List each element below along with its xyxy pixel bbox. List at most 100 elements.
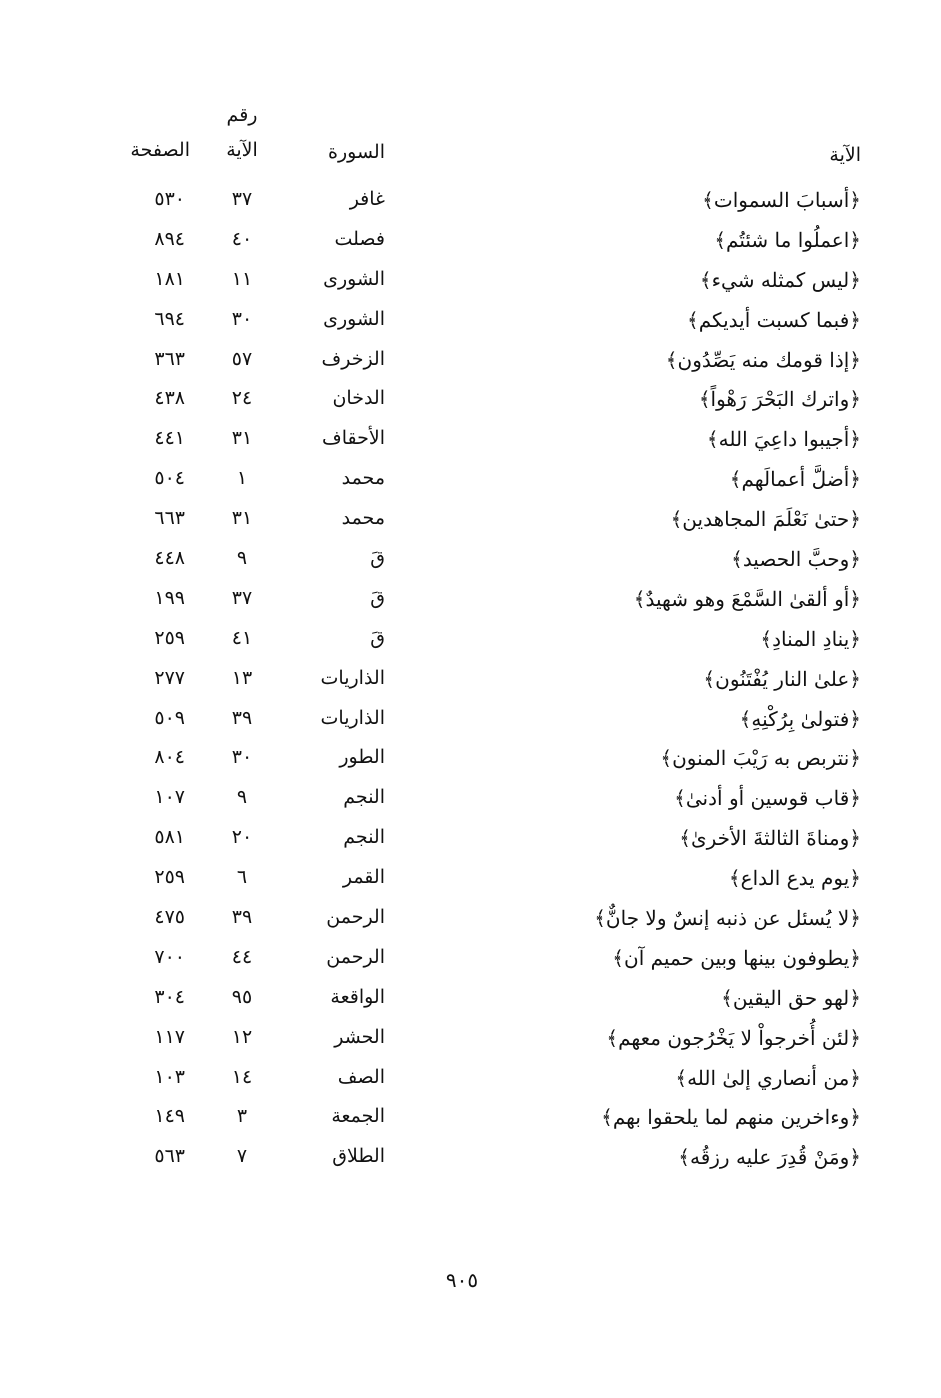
ayah-number-cell: ٢٠ <box>231 826 253 849</box>
page-cell: ٤٤٨ <box>154 547 185 570</box>
page-number: ٩٠٥ <box>445 1268 479 1292</box>
verse-cell: ﴿أو ألقىٰ السَّمْعَ وهو شهيدٌ﴾ <box>633 586 861 611</box>
header-surah: السورة <box>328 141 385 163</box>
surah-cell: النجم <box>343 786 385 809</box>
page-cell: ٥٠٤ <box>154 467 185 490</box>
verse-cell: ﴿أسبابَ السموات﴾ <box>702 188 861 212</box>
surah-cell: قَ <box>370 586 385 609</box>
table-row: ﴿واترك البَحْرَ رَهْواً﴾ الدخان ٢٤ ٤٣٨ <box>0 387 941 427</box>
ayah-number-cell: ٢٤ <box>231 387 253 410</box>
header-ayah-number-line2: الآية <box>226 139 258 161</box>
surah-cell: الجمعة <box>331 1105 385 1128</box>
table-row: ﴿علىٰ النار يُفْتَنُون﴾ الذاريات ١٣ ٢٧٧ <box>0 667 941 707</box>
ayah-number-cell: ٩٥ <box>231 985 253 1008</box>
surah-cell: الأحقاف <box>322 427 385 450</box>
ayah-number-cell: ١٢ <box>231 1025 253 1048</box>
table-row: ﴿أسبابَ السموات﴾ غافر ٣٧ ٥٣٠ <box>0 188 941 228</box>
page-cell: ٣٠٤ <box>154 985 185 1008</box>
page-cell: ٦٩٤ <box>154 307 185 330</box>
table-row: ﴿أجيبوا داعِيَ الله﴾ الأحقاف ٣١ ٤٤١ <box>0 427 941 467</box>
surah-cell: الصف <box>337 1065 385 1088</box>
ayah-number-cell: ١١ <box>231 267 253 290</box>
surah-cell: قَ <box>370 547 385 570</box>
surah-cell: الواقعة <box>330 985 385 1008</box>
page-cell: ١١٧ <box>154 1025 185 1048</box>
page-cell: ٤٤١ <box>154 427 185 450</box>
ayah-number-cell: ٣١ <box>231 427 253 450</box>
ayah-number-cell: ٤١ <box>231 626 253 649</box>
table-row: ﴿نتربص به رَيْبَ المنون﴾ الطور ٣٠ ٨٠٤ <box>0 746 941 786</box>
ayah-number-cell: ٦ <box>236 866 248 889</box>
verse-cell: ﴿وحبَّ الحصيد﴾ <box>731 547 861 572</box>
ayah-number-cell: ٩ <box>236 547 248 570</box>
page-cell: ١٩٩ <box>154 586 185 609</box>
page-cell: ١٠٣ <box>154 1065 185 1088</box>
verse-cell: ﴿يوم يدع الداع﴾ <box>728 866 861 891</box>
verse-cell: ﴿لئن أُخرجواْ لا يَخْرُجون معهم﴾ <box>606 1025 861 1050</box>
verse-cell: ﴿يطوفون بينها وبين حميم آن﴾ <box>612 945 861 970</box>
table-row: ﴿ينادِ المنادِ﴾ قَ ٤١ ٢٥٩ <box>0 627 941 667</box>
page-cell: ٣٦٣ <box>154 347 185 370</box>
ayah-number-cell: ٣٧ <box>231 586 253 609</box>
table-row: ﴿يطوفون بينها وبين حميم آن﴾ الرحمن ٤٤ ٧٠٠ <box>0 946 941 986</box>
table-row: ﴿قاب قوسين أو أدنىٰ﴾ النجم ٩ ١٠٧ <box>0 786 941 826</box>
surah-cell: النجم <box>343 826 385 849</box>
surah-cell: قَ <box>370 626 385 649</box>
page-cell: ٢٧٧ <box>154 666 185 689</box>
table-row: ﴿لهو حق اليقين﴾ الواقعة ٩٥ ٣٠٤ <box>0 986 941 1026</box>
verse-cell: ﴿واترك البَحْرَ رَهْواً﴾ <box>698 387 861 412</box>
table-row: ﴿من أنصاري إلىٰ الله﴾ الصف ١٤ ١٠٣ <box>0 1066 941 1106</box>
header-ayah-number-line1: رقم <box>226 104 258 126</box>
verse-cell: ﴿فبما كسبت أيديكم﴾ <box>687 307 861 332</box>
table-row: ﴿ليس كمثله شيء﴾ الشورى ١١ ١٨١ <box>0 268 941 308</box>
surah-cell: الطلاق <box>332 1145 385 1168</box>
page-cell: ٨٩٤ <box>154 227 185 250</box>
verse-cell: ﴿من أنصاري إلىٰ الله﴾ <box>675 1065 861 1090</box>
ayah-number-cell: ٣٠ <box>231 307 253 330</box>
ayah-number-cell: ٣٠ <box>231 746 253 769</box>
surah-cell: الدخان <box>332 387 385 410</box>
header-verse: الآية <box>829 144 861 166</box>
table-row: ﴿وءاخرين منهم لما يلحقوا بهم﴾ الجمعة ٣ ١٤٩ <box>0 1105 941 1145</box>
surah-cell: محمد <box>341 507 385 530</box>
verse-cell: ﴿نتربص به رَيْبَ المنون﴾ <box>660 746 861 771</box>
page-cell: ٥٣٠ <box>154 188 185 210</box>
table-row: ﴿لئن أُخرجواْ لا يَخْرُجون معهم﴾ الحشر ١٢ ١… <box>0 1026 941 1066</box>
surah-cell: القمر <box>342 866 385 889</box>
table-row: ﴿أو ألقىٰ السَّمْعَ وهو شهيدٌ﴾ قَ ٣٧ ١٩٩ <box>0 587 941 627</box>
table-row: ﴿أضلَّ أعمالَهم﴾ محمد ١ ٥٠٤ <box>0 467 941 507</box>
surah-cell: الذاريات <box>320 666 385 689</box>
page-cell: ١٤٩ <box>154 1105 185 1128</box>
verse-cell: ﴿علىٰ النار يُفْتَنُون﴾ <box>703 666 861 691</box>
ayah-number-cell: ٧ <box>236 1145 248 1168</box>
ayah-number-cell: ٣١ <box>231 507 253 530</box>
ayah-number-cell: ٣ <box>236 1105 248 1128</box>
verse-cell: ﴿أضلَّ أعمالَهم﴾ <box>729 467 861 492</box>
ayah-number-cell: ١ <box>236 467 248 490</box>
page-cell: ٥٠٩ <box>154 706 185 729</box>
verse-index-table: ﴿أسبابَ السموات﴾ غافر ٣٧ ٥٣٠ ﴿اعملُوا ما شئت… <box>0 188 941 1185</box>
ayah-number-cell: ٤٤ <box>231 945 253 968</box>
ayah-number-cell: ١٤ <box>231 1065 253 1088</box>
verse-cell: ﴿أجيبوا داعِيَ الله﴾ <box>706 427 861 452</box>
page-cell: ٧٠٠ <box>154 945 185 968</box>
verse-cell: ﴿إذا قومك منه يَصِّدُون﴾ <box>665 347 861 372</box>
verse-cell: ﴿ومناةَ الثالثةَ الأخرىٰ﴾ <box>679 826 861 851</box>
page-cell: ٨٠٤ <box>154 746 185 769</box>
page-cell: ٢٥٩ <box>154 866 185 889</box>
page-cell: ١٨١ <box>154 267 185 290</box>
surah-cell: الشورى <box>323 307 385 330</box>
ayah-number-cell: ٣٩ <box>231 906 253 929</box>
table-row: ﴿ومَنْ قُدِرَ عليه رزقُه﴾ الطلاق ٧ ٥٦٣ <box>0 1145 941 1185</box>
surah-cell: الرحمن <box>326 906 385 929</box>
table-row: ﴿يوم يدع الداع﴾ القمر ٦ ٢٥٩ <box>0 866 941 906</box>
surah-cell: فصلت <box>334 227 385 250</box>
surah-cell: الزخرف <box>321 347 385 370</box>
table-row: ﴿فبما كسبت أيديكم﴾ الشورى ٣٠ ٦٩٤ <box>0 308 941 348</box>
table-row: ﴿إذا قومك منه يَصِّدُون﴾ الزخرف ٥٧ ٣٦٣ <box>0 348 941 388</box>
ayah-number-cell: ١٣ <box>231 666 253 689</box>
surah-cell: الحشر <box>334 1025 385 1048</box>
ayah-number-cell: ٥٧ <box>231 347 253 370</box>
table-row: ﴿ومناةَ الثالثةَ الأخرىٰ﴾ النجم ٢٠ ٥٨١ <box>0 826 941 866</box>
table-row: ﴿وحبَّ الحصيد﴾ قَ ٩ ٤٤٨ <box>0 547 941 587</box>
